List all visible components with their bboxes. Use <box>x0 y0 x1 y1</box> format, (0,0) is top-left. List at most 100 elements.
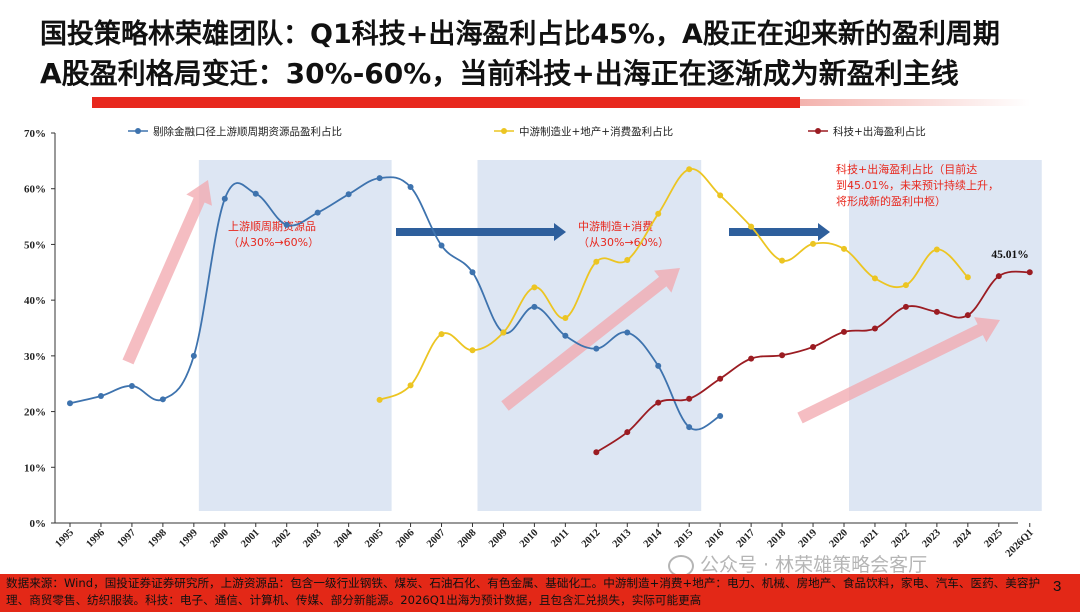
x-tick-label: 2007 <box>425 527 448 550</box>
x-tick-label: 2000 <box>208 527 231 550</box>
title-underline-fade <box>800 99 1030 106</box>
series-2-point <box>902 282 909 289</box>
y-tick-label: 30% <box>24 351 46 363</box>
annotation-1-line-1: 上游顺周期资源品 <box>228 219 316 233</box>
legend-swatch-dot-3 <box>815 128 821 134</box>
title-underline-bar <box>92 97 800 108</box>
series-3-point <box>748 355 755 362</box>
series-2-point <box>562 314 569 321</box>
shaded-region-3 <box>849 160 1042 511</box>
series-2-point <box>748 223 755 230</box>
series-1-point <box>283 221 290 228</box>
series-2-point <box>717 192 724 199</box>
x-tick-label: 2014 <box>642 527 665 550</box>
series-2-point <box>438 331 445 338</box>
series-1-point <box>469 269 476 276</box>
x-tick-label: 2018 <box>766 527 789 550</box>
x-tick-label: 2016 <box>704 527 727 550</box>
series-2-point <box>531 284 538 291</box>
x-tick-label: 2019 <box>797 527 820 550</box>
x-tick-label: 2017 <box>735 527 758 550</box>
x-tick-label: 1997 <box>115 527 138 550</box>
series-1-point <box>314 209 321 216</box>
series-3-point <box>624 429 631 436</box>
series-3-point <box>593 449 600 456</box>
series-1-point <box>67 400 73 407</box>
annotation-3-line-2: 到45.01%，未来预计持续上升， <box>836 178 999 192</box>
pink-trend-arrow-shape <box>122 180 212 365</box>
x-tick-label: 2002 <box>270 527 293 550</box>
annotation-2-line-2: （从30%→60%） <box>578 236 669 249</box>
series-2-point <box>624 257 631 264</box>
series-3-point <box>686 395 693 402</box>
series-2-point <box>841 245 847 252</box>
annotation-4-line-1: 45.01% <box>991 249 1028 261</box>
x-tick-label: 2008 <box>456 527 479 550</box>
annotation-1-line-2: （从30%→60%） <box>228 236 319 249</box>
x-tick-label: 2006 <box>394 527 417 550</box>
x-tick-label: 2013 <box>611 527 634 550</box>
x-tick-label: 2012 <box>580 527 603 550</box>
y-tick-label: 60% <box>24 184 46 196</box>
y-tick-label: 20% <box>24 407 46 419</box>
shaded-region-1 <box>198 160 392 511</box>
legend-label-2: 中游制造业+地产+消费盈利占比 <box>519 125 673 138</box>
series-3-point <box>779 352 786 359</box>
series-2-point <box>933 246 940 253</box>
legend-swatch-dot-1 <box>135 128 141 134</box>
watermark-text: 公众号 · 林荣雄策略会客厅 <box>700 554 928 576</box>
page-number: 3 <box>1053 578 1062 595</box>
pink-trend-arrow-shape <box>501 268 681 411</box>
footer-bar <box>0 574 1080 612</box>
x-tick-label: 2005 <box>363 527 386 550</box>
chart-annotations: 上游顺周期资源品 （从30%→60%） 中游制造+消费 （从30%→60%） 科技+出海… <box>228 162 1029 261</box>
y-tick-label: 0% <box>30 518 47 530</box>
series-1-point <box>407 184 414 191</box>
x-tick-label: 2026Q1 <box>1004 527 1036 559</box>
annotation-3-line-1: 科技+出海盈利占比（目前达 <box>836 162 977 176</box>
annotation-2-line-1: 中游制造+消费 <box>578 219 653 233</box>
series-2-point <box>871 275 878 282</box>
series-2-point <box>964 274 971 281</box>
trend-arrows <box>122 180 1001 424</box>
series-2-point <box>593 258 600 265</box>
y-tick-label: 50% <box>24 239 46 251</box>
series-1-point <box>562 332 569 339</box>
x-tick-label: 2022 <box>889 527 912 550</box>
series-1-point <box>345 191 352 198</box>
series-3-point <box>1026 269 1033 276</box>
series-3-point <box>810 343 817 350</box>
earnings-share-chart: 0% 10% 20% 30% 40% 50% 60% 70% 1995 1996 1997 1998 1… <box>24 125 1042 559</box>
pink-trend-arrow-3 <box>797 317 1001 424</box>
y-tick-label: 10% <box>24 462 46 474</box>
chart-legend: 剔除金融口径上游顺周期资源品盈利占比 中游制造业+地产+消费盈利占比 科技+出海盈利… <box>128 125 926 138</box>
x-tick-label: 2003 <box>301 527 324 550</box>
x-tick-label: 2020 <box>827 527 850 550</box>
series-line-2 <box>379 168 969 401</box>
series-1-point <box>159 396 166 403</box>
series-2-point <box>686 166 693 173</box>
series-2-point <box>376 396 383 403</box>
x-tick-label: 2011 <box>549 527 571 549</box>
page-title-line-1: 国投策略林荣雄团队：Q1科技+出海盈利占比45%，A股正在迎来新的盈利周期 <box>40 19 1000 50</box>
series-1-point <box>655 362 662 369</box>
watermark: 公众号 · 林荣雄策略会客厅 <box>668 550 927 577</box>
series-2-point <box>500 329 507 336</box>
series-3-point <box>655 399 662 406</box>
annotation-3-line-3: 将形成新的盈利中枢） <box>836 194 946 208</box>
series-1-point <box>624 329 631 336</box>
series-1-point <box>221 195 228 202</box>
series-3-point <box>933 308 940 315</box>
pink-trend-arrow-shape <box>797 317 1001 424</box>
series-1-point <box>190 352 197 359</box>
source-note: 数据来源：Wind，国投证券证券研究所，上游资源品：包含一级行业钢铁、煤炭、石油… <box>6 576 1041 607</box>
blue-arrow-2 <box>729 223 830 241</box>
series-1-point <box>376 175 383 182</box>
series-3-point <box>964 312 971 319</box>
blue-arrow-1 <box>396 223 566 241</box>
legend-swatch-dot-2 <box>501 128 507 134</box>
x-tick-label: 2024 <box>951 527 974 550</box>
x-tick-label: 2021 <box>858 527 881 550</box>
series-3-point <box>717 375 724 382</box>
series-1-point <box>438 242 445 249</box>
